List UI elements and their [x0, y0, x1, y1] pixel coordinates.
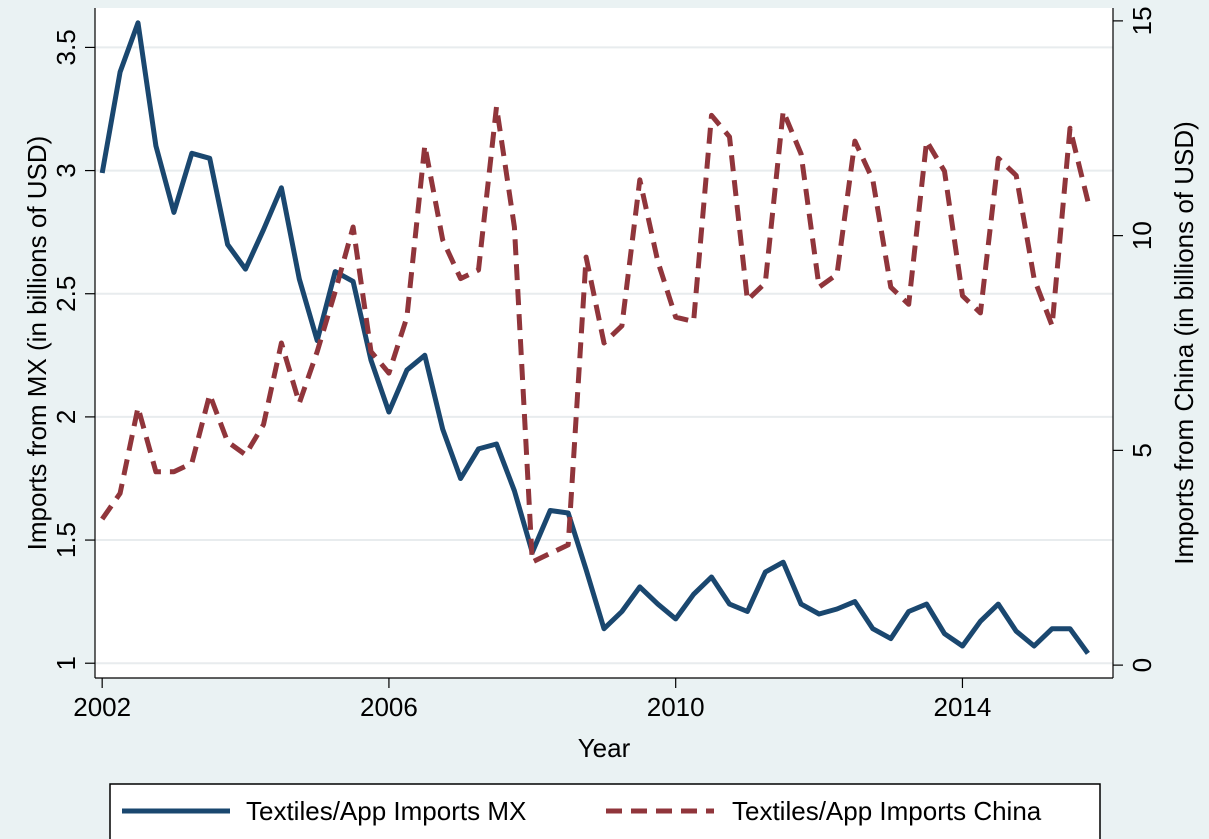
legend-box [109, 783, 1101, 839]
left-y-tick-label-2.5: 2.5 [51, 276, 81, 312]
right-y-axis-title: Imports from China (in billions of USD) [1169, 121, 1199, 565]
left-y-axis-title: Imports from MX (in billions of USD) [22, 136, 52, 551]
x-tick-label-2002: 2002 [73, 692, 131, 722]
tick-labels: 2002 2006 2010 2014 1 1.5 2 2.5 3 3.5 0 5 10 15 [51, 6, 1157, 722]
legend-label-china: Textiles/App Imports China [732, 796, 1042, 826]
left-y-tick-label-1.5: 1.5 [51, 522, 81, 558]
x-axis-title: Year [578, 733, 631, 763]
left-y-tick-label-2: 2 [51, 410, 81, 424]
right-y-tick-label-0: 0 [1127, 658, 1157, 672]
series-line-mx [99, 20, 1090, 655]
left-y-tick-label-1: 1 [51, 656, 81, 670]
series-layer [99, 20, 1091, 655]
right-y-tick-label-15: 15 [1127, 6, 1157, 35]
right-y-tick-label-10: 10 [1127, 221, 1157, 250]
axes [85, 8, 1123, 688]
right-y-tick-label-5: 5 [1127, 443, 1157, 457]
x-tick-label-2014: 2014 [934, 692, 992, 722]
legend: Textiles/App Imports MX Textiles/App Imp… [109, 783, 1101, 839]
left-y-tick-label-3: 3 [51, 163, 81, 177]
left-y-tick-label-3.5: 3.5 [51, 29, 81, 65]
legend-label-mx: Textiles/App Imports MX [246, 796, 526, 826]
x-tick-label-2006: 2006 [360, 692, 418, 722]
x-tick-label-2010: 2010 [647, 692, 705, 722]
